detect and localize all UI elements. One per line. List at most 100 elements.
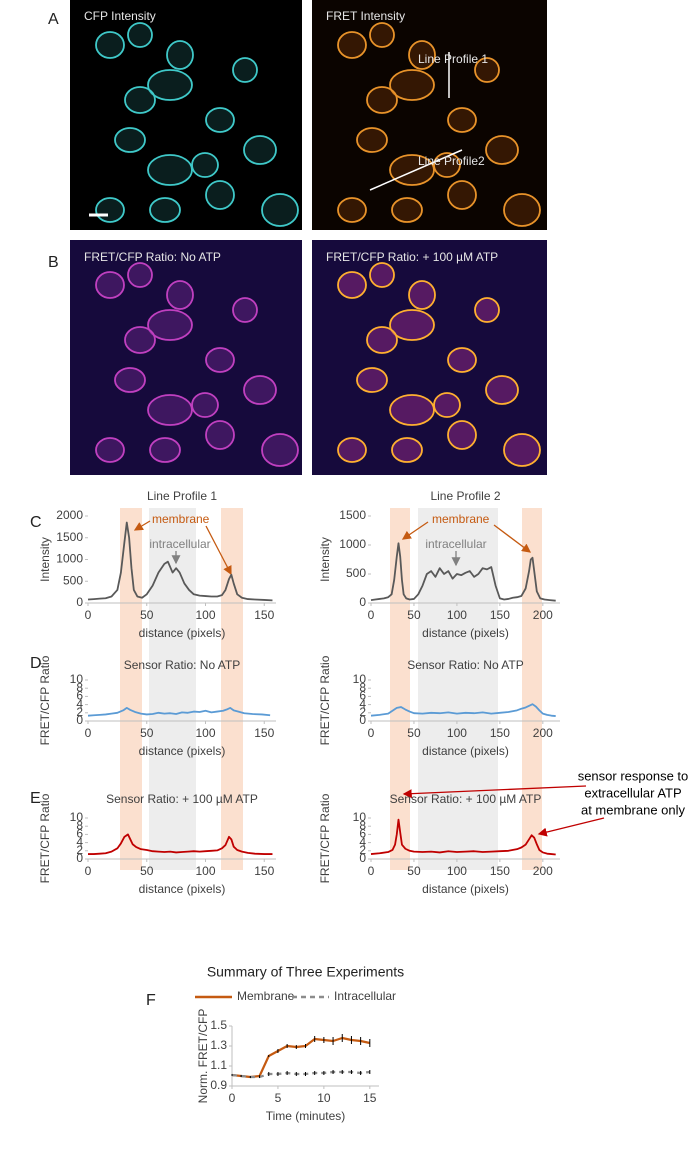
x-tick-label: 5 xyxy=(275,1091,282,1105)
x-tick-label: 50 xyxy=(140,608,154,622)
cell xyxy=(337,437,367,463)
membrane-band xyxy=(522,508,542,870)
x-tick-label: 0 xyxy=(85,864,92,878)
cell xyxy=(261,193,299,227)
cell xyxy=(166,280,194,310)
y-axis-label: FRET/CFP Ratio xyxy=(38,793,52,883)
membrane-band xyxy=(390,508,410,870)
legend-label: Intracellular xyxy=(334,989,396,1003)
y-tick-label: 500 xyxy=(346,566,366,580)
data-line xyxy=(370,703,556,717)
cell xyxy=(391,437,423,463)
data-line xyxy=(231,1036,371,1079)
chart-title: Sensor Ratio: No ATP xyxy=(124,658,241,672)
x-tick-label: 100 xyxy=(447,726,467,740)
y-tick-label: 1500 xyxy=(339,508,366,522)
annotation: membrane xyxy=(432,512,490,526)
y-tick-label: 8 xyxy=(359,680,366,694)
y-tick-label: 2000 xyxy=(56,508,83,522)
cell xyxy=(124,326,156,354)
cell xyxy=(127,22,153,48)
panel-label: E xyxy=(30,790,41,807)
cell xyxy=(447,347,477,373)
x-axis-label: distance (pixels) xyxy=(139,882,226,896)
x-tick-label: 150 xyxy=(490,726,510,740)
y-tick-label: 0 xyxy=(76,851,83,865)
intracellular-band xyxy=(149,508,196,870)
y-axis-label: Intensity xyxy=(38,537,52,582)
y-tick-label: 1500 xyxy=(56,530,83,544)
annotation: intracellular xyxy=(425,537,486,551)
arrow xyxy=(537,817,605,837)
y-tick-label: 0 xyxy=(359,713,366,727)
cell xyxy=(366,86,398,114)
y-tick-label: 10 xyxy=(70,672,84,686)
cell xyxy=(391,197,423,223)
y-tick-label: 1.3 xyxy=(210,1038,227,1052)
x-tick-label: 100 xyxy=(447,864,467,878)
x-tick-label: 0 xyxy=(368,864,375,878)
x-tick-label: 100 xyxy=(195,864,215,878)
y-tick-label: 1000 xyxy=(339,537,366,551)
x-tick-label: 50 xyxy=(140,726,154,740)
y-tick-label: 1.5 xyxy=(210,1018,227,1032)
cell xyxy=(232,297,258,323)
cell xyxy=(114,127,146,153)
x-axis-label: distance (pixels) xyxy=(139,744,226,758)
data-line xyxy=(87,521,273,602)
y-axis-label: Intensity xyxy=(318,537,332,582)
cell xyxy=(243,375,277,405)
y-tick-label: 10 xyxy=(353,810,367,824)
chart-title: Sensor Ratio: + 100 µM ATP xyxy=(106,792,258,806)
x-tick-label: 50 xyxy=(140,864,154,878)
x-axis-label: distance (pixels) xyxy=(139,626,226,640)
cell xyxy=(191,392,219,418)
cell xyxy=(337,197,367,223)
arrow xyxy=(205,525,232,576)
cell xyxy=(205,420,235,450)
y-tick-label: 1.1 xyxy=(210,1058,227,1072)
cell xyxy=(95,197,125,223)
x-tick-label: 200 xyxy=(533,726,553,740)
y-tick-label: 2 xyxy=(76,705,83,719)
y-tick-label: 0 xyxy=(359,851,366,865)
cell xyxy=(356,367,388,393)
x-tick-label: 0 xyxy=(85,608,92,622)
chart-title: Line Profile 1 xyxy=(147,489,217,503)
y-axis-label: FRET/CFP Ratio xyxy=(38,655,52,745)
x-tick-label: 150 xyxy=(254,608,274,622)
cell xyxy=(166,40,194,70)
cell xyxy=(147,154,193,186)
x-tick-label: 50 xyxy=(407,864,421,878)
cell xyxy=(485,135,519,165)
y-tick-label: 4 xyxy=(359,697,366,711)
y-tick-label: 10 xyxy=(353,672,367,686)
cell xyxy=(366,326,398,354)
cell xyxy=(95,31,125,59)
x-tick-label: 100 xyxy=(195,726,215,740)
x-tick-label: 0 xyxy=(368,608,375,622)
cell xyxy=(389,309,435,341)
data-line xyxy=(87,706,271,717)
data-line xyxy=(370,542,556,602)
region-bands xyxy=(120,508,542,870)
cell xyxy=(408,280,436,310)
annotation: at membrane only xyxy=(581,802,686,817)
x-tick-label: 0 xyxy=(368,726,375,740)
y-tick-label: 2 xyxy=(359,705,366,719)
image-label: FRET/CFP Ratio: + 100 µM ATP xyxy=(326,250,498,264)
y-tick-label: 4 xyxy=(76,697,83,711)
y-axis-label: FRET/CFP Ratio xyxy=(318,793,332,883)
x-tick-label: 150 xyxy=(490,864,510,878)
cell xyxy=(389,394,435,426)
x-tick-label: 100 xyxy=(195,608,215,622)
panel-label: B xyxy=(48,254,59,271)
cell xyxy=(369,262,395,288)
cell xyxy=(474,297,500,323)
y-tick-label: 6 xyxy=(359,689,366,703)
x-tick-label: 100 xyxy=(447,608,467,622)
cell xyxy=(95,271,125,299)
x-tick-label: 150 xyxy=(254,864,274,878)
cell xyxy=(369,22,395,48)
